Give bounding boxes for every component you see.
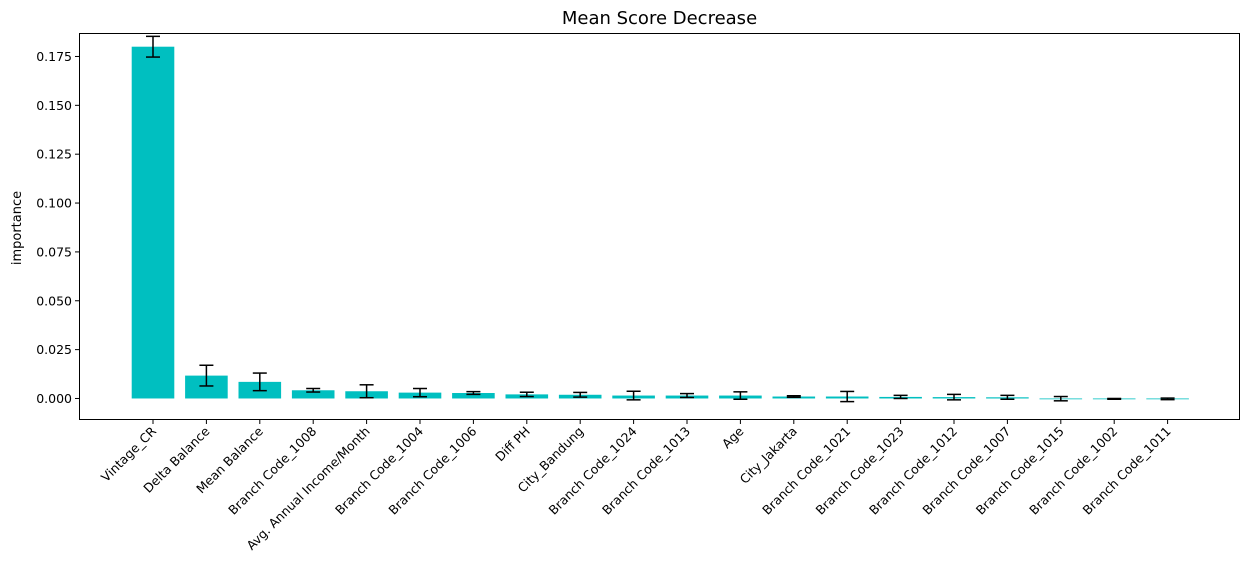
x-tick-label: Branch Code_1008 <box>225 423 319 517</box>
error-bar-8 <box>519 391 534 398</box>
error-bar-4 <box>306 387 321 393</box>
x-tick-label: Branch Code_1013 <box>599 424 693 518</box>
x-tick-label: Branch Code_1006 <box>385 423 479 517</box>
plot-frame <box>79 33 1240 420</box>
y-tick-label: 0.175 <box>36 49 72 64</box>
x-tick-label: Branch Code_1012 <box>866 424 960 518</box>
x-tick-label: Branch Code_1023 <box>813 424 907 518</box>
error-bar-7 <box>466 390 481 396</box>
y-tick-label: 0.075 <box>36 244 72 259</box>
error-bars-layer <box>146 35 1175 403</box>
error-bar-3 <box>252 372 267 392</box>
y-tick-label: 0.000 <box>36 391 72 406</box>
x-tick-label: Diff PH <box>492 424 533 465</box>
x-tick-label: Branch Code_1004 <box>332 423 426 517</box>
error-bar-15 <box>893 394 908 400</box>
error-bar-9 <box>573 391 588 398</box>
bars-layer <box>131 46 1189 400</box>
error-bar-5 <box>359 384 374 399</box>
error-bar-1 <box>146 35 160 58</box>
y-axis-label: importance <box>10 191 25 265</box>
error-bar-14 <box>840 390 855 403</box>
error-bar-13 <box>786 394 801 399</box>
error-bar-2 <box>199 364 214 387</box>
y-axis-ticks: 0.000 0.025 0.050 0.075 0.100 0.125 0.150 0.175 <box>36 49 80 406</box>
error-bar-6 <box>413 387 427 398</box>
x-tick-label: Branch Code_1015 <box>973 424 1067 518</box>
y-tick-label: 0.100 <box>36 196 72 211</box>
x-tick-label: Branch Code_1002 <box>1026 424 1120 518</box>
chart-title: Mean Score Decrease <box>562 8 757 29</box>
x-tick-label: Age <box>719 423 747 451</box>
bar-2 <box>185 375 228 399</box>
y-tick-label: 0.050 <box>36 293 72 308</box>
y-tick-label: 0.150 <box>36 98 72 113</box>
x-tick-label: Branch Code_1024 <box>546 423 640 517</box>
bar-4 <box>291 390 335 399</box>
error-bar-18 <box>1053 395 1068 402</box>
error-bar-10 <box>626 390 641 401</box>
bar-1 <box>131 46 175 399</box>
error-bar-17 <box>1000 394 1015 401</box>
error-bar-19 <box>1107 397 1122 401</box>
x-tick-label: Branch Code_1007 <box>919 424 1013 518</box>
error-bar-11 <box>680 392 694 399</box>
x-tick-label: Branch Code_1021 <box>759 424 853 518</box>
y-tick-label: 0.125 <box>36 147 72 162</box>
error-bar-16 <box>947 393 961 401</box>
x-tick-label: Branch Code_1011 <box>1080 424 1174 518</box>
bar-7 <box>452 393 495 399</box>
error-bar-12 <box>733 391 748 401</box>
error-bar-20 <box>1160 397 1175 401</box>
y-tick-label: 0.025 <box>36 342 72 357</box>
